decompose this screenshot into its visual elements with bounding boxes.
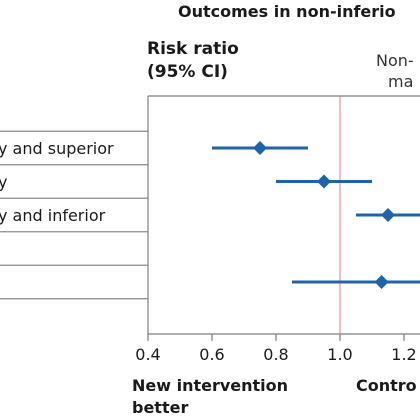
estimate-diamond [374, 275, 389, 289]
y-label-line1: Risk ratio [147, 39, 239, 59]
estimate-diamond [317, 174, 331, 189]
x-tick-label: 1.2 [391, 345, 416, 364]
chart-title: Outcomes in non-inferio [178, 2, 396, 21]
x-tick-label: 1.0 [327, 345, 352, 364]
row-label: y [0, 173, 7, 192]
x-axis: 0.4 0.6 0.8 1.0 1.2 [135, 95, 420, 364]
left-note-line2: better [132, 398, 188, 417]
row-label: y and inferior [0, 206, 106, 225]
row-label: y and superior [0, 139, 114, 158]
margin-label-line2: ma [388, 72, 413, 91]
row-separators [0, 130, 148, 300]
margin-label-line1: Non- [376, 51, 414, 70]
left-note-line1: New intervention [132, 376, 288, 395]
right-note: Contro [356, 376, 417, 395]
y-label-line2: (95% CI) [147, 62, 228, 82]
estimates [212, 141, 420, 289]
estimate-diamond [253, 141, 267, 155]
x-tick-label: 0.8 [263, 345, 288, 364]
x-tick-label: 0.4 [135, 345, 160, 364]
estimate-diamond [381, 208, 395, 222]
row-labels: y and superior y y and inferior [0, 139, 114, 225]
x-tick-label: 0.6 [199, 345, 224, 364]
